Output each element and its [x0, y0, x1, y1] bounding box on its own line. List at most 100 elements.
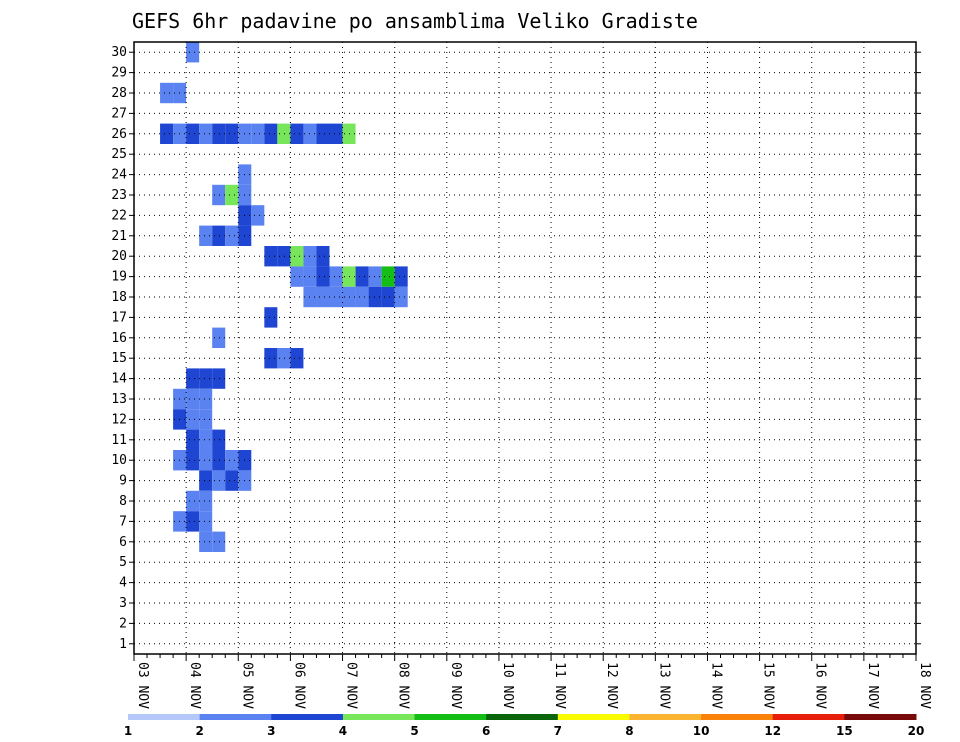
legend-label: 5	[410, 724, 418, 738]
precip-cell	[225, 470, 239, 491]
precip-cell	[186, 490, 200, 512]
x-tick-label: 18 NOV	[917, 662, 932, 709]
legend-swatch	[701, 714, 774, 720]
precip-cell	[329, 123, 343, 144]
precip-cell	[316, 266, 330, 287]
legend-swatch	[271, 714, 344, 720]
chart-title: GEFS 6hr padavine po ansamblima Veliko G…	[132, 9, 698, 33]
y-tick-label: 29	[111, 66, 127, 81]
cells	[160, 42, 408, 552]
y-tick-label: 22	[111, 208, 127, 223]
y-tick-label: 17	[111, 310, 127, 325]
precip-cell	[329, 286, 343, 308]
x-tick-label: 17 NOV	[865, 662, 880, 709]
legend-label: 4	[339, 724, 347, 738]
y-tick-label: 25	[111, 147, 127, 162]
y-tick-label: 30	[111, 45, 127, 60]
precip-cell	[264, 348, 278, 369]
precip-cell	[186, 388, 200, 410]
precip-cell	[160, 123, 174, 144]
precip-cell	[394, 266, 408, 287]
x-tick-label: 11 NOV	[552, 662, 567, 709]
x-axis: 03 NOV 04 NOV 05 NOV 06 NOV 07 NOV 08 NOV 09 N…	[133, 654, 932, 709]
legend-swatch	[772, 714, 845, 720]
y-tick-label: 27	[111, 106, 127, 121]
legend-swatch	[414, 714, 487, 720]
x-tick-label: 10 NOV	[500, 662, 515, 709]
precip-cell	[381, 266, 395, 287]
x-tick-label: 15 NOV	[761, 662, 776, 709]
precip-cell	[212, 368, 226, 389]
x-tick-label: 09 NOV	[448, 662, 463, 709]
y-tick-label: 5	[119, 555, 127, 570]
y-tick-label: 8	[119, 494, 127, 509]
legend-label: 3	[267, 724, 275, 738]
x-tick-label: 03 NOV	[135, 662, 150, 709]
legend-swatch	[629, 714, 702, 720]
precip-cell	[290, 246, 304, 267]
precip-cell	[381, 286, 395, 308]
precip-cell	[290, 266, 304, 287]
y-tick-label: 16	[111, 331, 127, 346]
precip-cell	[264, 123, 278, 144]
precip-cell	[199, 470, 213, 491]
precip-cell	[225, 184, 239, 206]
precip-cell	[199, 123, 213, 144]
y-tick-label: 15	[111, 351, 127, 366]
precip-cell	[186, 450, 200, 471]
legend-label: 12	[764, 724, 781, 738]
y-tick-label: 11	[111, 433, 127, 448]
y-tick-label: 4	[119, 576, 127, 591]
y-tick-label: 28	[111, 86, 127, 101]
precip-cell	[225, 123, 239, 144]
legend-label: 1	[124, 724, 132, 738]
x-tick-label: 07 NOV	[344, 662, 359, 709]
precip-cell	[186, 42, 200, 63]
y-tick-label: 1	[119, 637, 127, 652]
precip-cell	[277, 246, 291, 267]
precip-cell	[186, 511, 200, 532]
x-tick-label: 16 NOV	[813, 662, 828, 709]
precip-cell	[186, 368, 200, 389]
precip-cell	[394, 286, 408, 308]
precip-cell	[225, 225, 239, 246]
precip-cell	[160, 82, 174, 104]
x-tick-label: 08 NOV	[396, 662, 411, 709]
y-tick-label: 10	[111, 453, 127, 468]
precip-cell	[199, 388, 213, 410]
precip-cell	[212, 327, 226, 348]
precip-cell	[316, 246, 330, 267]
precip-cell	[264, 307, 278, 328]
y-tick-label: 23	[111, 188, 127, 203]
legend-swatch	[844, 714, 917, 720]
precip-cell	[355, 266, 369, 287]
precip-cell	[212, 184, 226, 206]
y-tick-label: 3	[119, 596, 127, 611]
precip-cell	[199, 450, 213, 471]
x-tick-label: 04 NOV	[187, 662, 202, 709]
precip-cell	[186, 429, 200, 450]
x-tick-label: 14 NOV	[708, 662, 723, 709]
legend-label: 15	[836, 724, 853, 738]
y-tick-label: 7	[119, 514, 127, 529]
precip-cell	[277, 123, 291, 144]
precip-cell	[251, 123, 265, 144]
grid	[134, 42, 916, 654]
precip-cell	[212, 450, 226, 471]
y-tick-label: 18	[111, 290, 127, 305]
precip-cell	[212, 225, 226, 246]
legend-swatch	[557, 714, 630, 720]
precip-cell	[329, 266, 343, 287]
precip-cell	[355, 286, 369, 308]
x-tick-label: 13 NOV	[656, 662, 671, 709]
precip-cell	[212, 470, 226, 491]
x-tick-label: 05 NOV	[239, 662, 254, 709]
precip-cell	[368, 286, 382, 308]
y-tick-label: 20	[111, 249, 127, 264]
precip-cell	[212, 123, 226, 144]
precip-cell	[199, 429, 213, 450]
precip-cell	[225, 450, 239, 471]
legend-swatch	[199, 714, 272, 720]
legend-swatch	[486, 714, 559, 720]
